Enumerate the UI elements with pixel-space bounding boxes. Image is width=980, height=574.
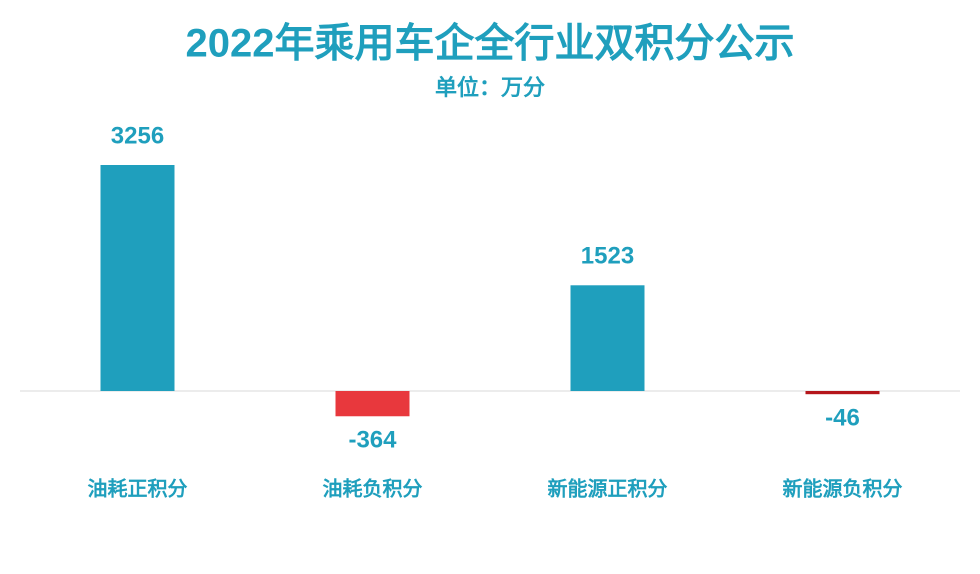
value-label: -46	[825, 405, 860, 432]
x-tick-label: 油耗正积分	[88, 476, 188, 500]
x-tick-label: 新能源负积分	[783, 476, 903, 500]
bar	[335, 391, 410, 417]
value-label: 3256	[111, 122, 164, 149]
chart-subtitle: 单位：万分	[435, 75, 545, 100]
bar	[805, 391, 880, 395]
x-tick-label: 油耗负积分	[323, 476, 423, 500]
value-label: 1523	[581, 243, 634, 270]
bar	[570, 285, 645, 391]
bar	[100, 165, 175, 391]
value-label: -364	[348, 427, 397, 454]
x-tick-label: 新能源正积分	[548, 476, 668, 500]
chart-title: 2022年乘用车企全行业双积分公示	[186, 21, 795, 66]
